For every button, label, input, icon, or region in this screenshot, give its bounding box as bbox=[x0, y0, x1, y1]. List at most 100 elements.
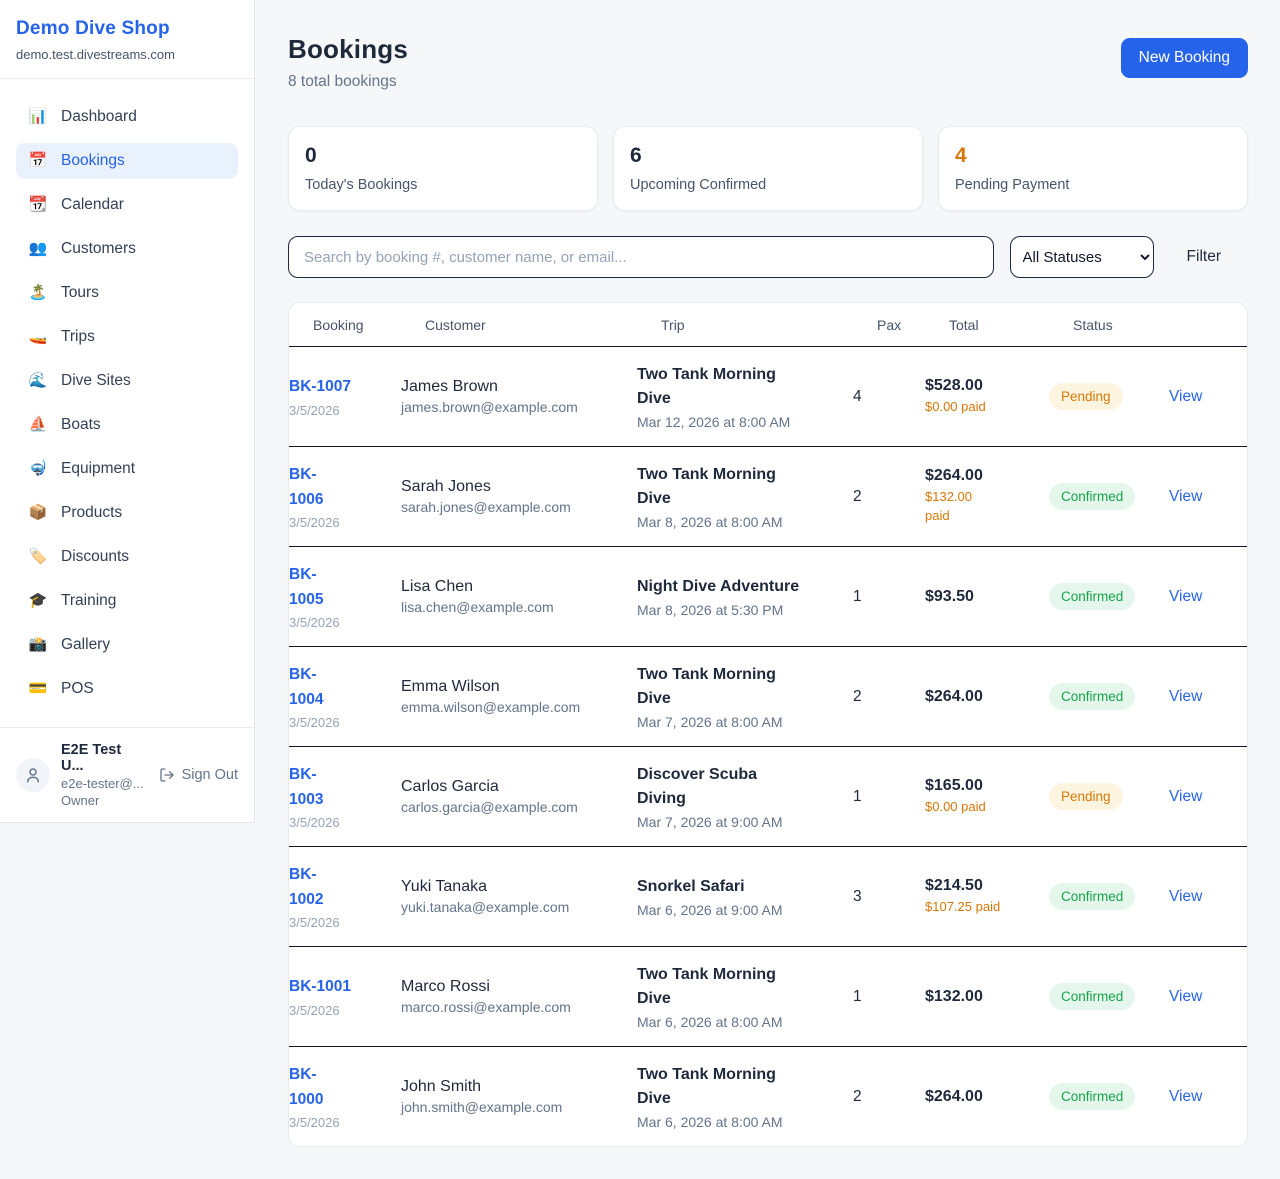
sidebar-item-customers[interactable]: 👥 Customers bbox=[16, 231, 238, 267]
booking-id-link[interactable]: BK- 1000 bbox=[289, 1066, 324, 1108]
paid-amount: $0.00 paid bbox=[925, 398, 986, 414]
sidebar-item-gallery[interactable]: 📸 Gallery bbox=[16, 627, 238, 663]
sidebar-item-bookings[interactable]: 📅 Bookings bbox=[16, 143, 238, 179]
actions-cell: View bbox=[1169, 1088, 1247, 1106]
booking-id-link[interactable]: BK- 1006 bbox=[289, 466, 324, 508]
pax-value: 2 bbox=[853, 1087, 862, 1105]
sidebar-item-products[interactable]: 📦 Products bbox=[16, 495, 238, 531]
booking-id-link[interactable]: BK-1001 bbox=[289, 978, 352, 996]
sidebar-item-equipment[interactable]: 🤿 Equipment bbox=[16, 451, 238, 487]
status-cell: Confirmed bbox=[1049, 1083, 1169, 1110]
booking-date: 3/5/2026 bbox=[289, 914, 340, 930]
stat-card-pending-payment: 4 Pending Payment bbox=[938, 126, 1248, 211]
trip-datetime: Mar 7, 2026 at 8:00 AM bbox=[637, 714, 783, 730]
sidebar-item-tours[interactable]: 🏝️ Tours bbox=[16, 275, 238, 311]
nav-label: Customers bbox=[61, 240, 136, 257]
trip-cell: Two Tank Morning Dive Mar 12, 2026 at 8:… bbox=[637, 363, 853, 430]
status-cell: Confirmed bbox=[1049, 983, 1169, 1010]
nav-label: Products bbox=[61, 504, 123, 521]
user-name: E2E Test U... bbox=[61, 742, 122, 774]
total-value: $264.00 bbox=[925, 1087, 983, 1105]
view-link[interactable]: View bbox=[1169, 487, 1203, 505]
nav-icon: ⛵ bbox=[28, 416, 48, 433]
trip-name: Two Tank Morning Dive bbox=[637, 366, 776, 407]
view-link[interactable]: View bbox=[1169, 587, 1203, 605]
customer-cell: Carlos Garcia carlos.garcia@example.com bbox=[401, 778, 637, 815]
table-row: BK- 1004 3/5/2026 Emma Wilson emma.wilso… bbox=[289, 646, 1247, 746]
booking-id-link[interactable]: BK- 1002 bbox=[289, 866, 324, 908]
nav-icon: 💳 bbox=[28, 680, 48, 697]
page-subtitle: 8 total bookings bbox=[288, 73, 397, 90]
booking-id-link[interactable]: BK-1007 bbox=[289, 378, 352, 396]
search-input[interactable] bbox=[288, 236, 994, 278]
sidebar-item-discounts[interactable]: 🏷️ Discounts bbox=[16, 539, 238, 575]
booking-cell: BK-1007 3/5/2026 bbox=[289, 375, 401, 417]
view-link[interactable]: View bbox=[1169, 1087, 1203, 1105]
nav-label: Boats bbox=[61, 416, 101, 433]
status-badge: Pending bbox=[1049, 783, 1123, 810]
booking-cell: BK- 1006 3/5/2026 bbox=[289, 463, 401, 529]
user-role: Owner bbox=[61, 793, 100, 808]
main-content: Bookings 8 total bookings New Booking 0 … bbox=[255, 0, 1280, 1179]
trip-cell: Discover Scuba Diving Mar 7, 2026 at 9:0… bbox=[637, 763, 853, 830]
sidebar-item-dive-sites[interactable]: 🌊 Dive Sites bbox=[16, 363, 238, 399]
nav-icon: 📅 bbox=[28, 152, 48, 169]
table-row: BK- 1006 3/5/2026 Sarah Jones sarah.jone… bbox=[289, 446, 1247, 546]
trip-datetime: Mar 8, 2026 at 8:00 AM bbox=[637, 514, 783, 530]
booking-cell: BK- 1005 3/5/2026 bbox=[289, 563, 401, 629]
view-link[interactable]: View bbox=[1169, 987, 1203, 1005]
nav-icon: 🚤 bbox=[28, 328, 48, 345]
booking-id-link[interactable]: BK- 1005 bbox=[289, 566, 324, 608]
sign-out-button[interactable]: Sign Out bbox=[159, 767, 238, 783]
bookings-table: Booking Customer Trip Pax Total Status B… bbox=[288, 302, 1248, 1147]
customer-email: lisa.chen@example.com bbox=[401, 599, 554, 615]
view-link[interactable]: View bbox=[1169, 687, 1203, 705]
pax-value: 4 bbox=[853, 387, 862, 405]
booking-date: 3/5/2026 bbox=[289, 1002, 340, 1018]
filter-button[interactable]: Filter bbox=[1186, 248, 1221, 265]
sidebar-header: Demo Dive Shop demo.test.divestreams.com bbox=[0, 0, 254, 79]
customer-cell: Marco Rossi marco.rossi@example.com bbox=[401, 978, 637, 1015]
table-header: Booking Customer Trip Pax Total Status bbox=[289, 303, 1247, 346]
sidebar-item-trips[interactable]: 🚤 Trips bbox=[16, 319, 238, 355]
total-value: $165.00 bbox=[925, 776, 983, 794]
status-cell: Confirmed bbox=[1049, 883, 1169, 910]
trip-name: Two Tank Morning Dive bbox=[637, 466, 776, 507]
stat-value: 0 bbox=[305, 144, 317, 167]
view-link[interactable]: View bbox=[1169, 387, 1203, 405]
nav-label: Tours bbox=[61, 284, 99, 301]
sign-out-label: Sign Out bbox=[181, 767, 238, 783]
sidebar-item-pos[interactable]: 💳 POS bbox=[16, 671, 238, 707]
sidebar-item-boats[interactable]: ⛵ Boats bbox=[16, 407, 238, 443]
nav-icon: 📊 bbox=[28, 108, 48, 125]
table-body: BK-1007 3/5/2026 James Brown james.brown… bbox=[289, 346, 1247, 1146]
sidebar-item-calendar[interactable]: 📆 Calendar bbox=[16, 187, 238, 223]
customer-name: John Smith bbox=[401, 1078, 482, 1095]
view-link[interactable]: View bbox=[1169, 887, 1203, 905]
customer-name: Emma Wilson bbox=[401, 678, 500, 695]
sidebar-item-training[interactable]: 🎓 Training bbox=[16, 583, 238, 619]
stat-label: Today's Bookings bbox=[305, 177, 418, 193]
logout-icon bbox=[159, 768, 174, 782]
new-booking-button[interactable]: New Booking bbox=[1120, 38, 1248, 78]
table-row: BK-1007 3/5/2026 James Brown james.brown… bbox=[289, 346, 1247, 446]
trip-cell: Two Tank Morning Dive Mar 6, 2026 at 8:0… bbox=[637, 1063, 853, 1130]
booking-date: 3/5/2026 bbox=[289, 614, 340, 630]
view-link[interactable]: View bbox=[1169, 787, 1203, 805]
trip-cell: Two Tank Morning Dive Mar 8, 2026 at 8:0… bbox=[637, 463, 853, 530]
user-block: E2E Test U... e2e-tester@... Owner bbox=[61, 742, 148, 808]
booking-id-link[interactable]: BK- 1003 bbox=[289, 766, 324, 808]
sidebar-item-dashboard[interactable]: 📊 Dashboard bbox=[16, 99, 238, 135]
customer-cell: Sarah Jones sarah.jones@example.com bbox=[401, 478, 637, 515]
booking-cell: BK- 1002 3/5/2026 bbox=[289, 863, 401, 929]
trip-datetime: Mar 8, 2026 at 5:30 PM bbox=[637, 602, 784, 618]
user-email: e2e-tester@... bbox=[61, 776, 144, 791]
total-value: $528.00 bbox=[925, 376, 983, 394]
booking-id-link[interactable]: BK- 1004 bbox=[289, 666, 324, 708]
user-icon bbox=[27, 768, 39, 783]
nav-icon: 📸 bbox=[28, 636, 48, 653]
total-value: $132.00 bbox=[925, 987, 983, 1005]
total-cell: $93.50 bbox=[925, 588, 1049, 606]
trip-datetime: Mar 6, 2026 at 8:00 AM bbox=[637, 1114, 783, 1130]
status-filter-select[interactable]: All Statuses bbox=[1009, 236, 1154, 278]
